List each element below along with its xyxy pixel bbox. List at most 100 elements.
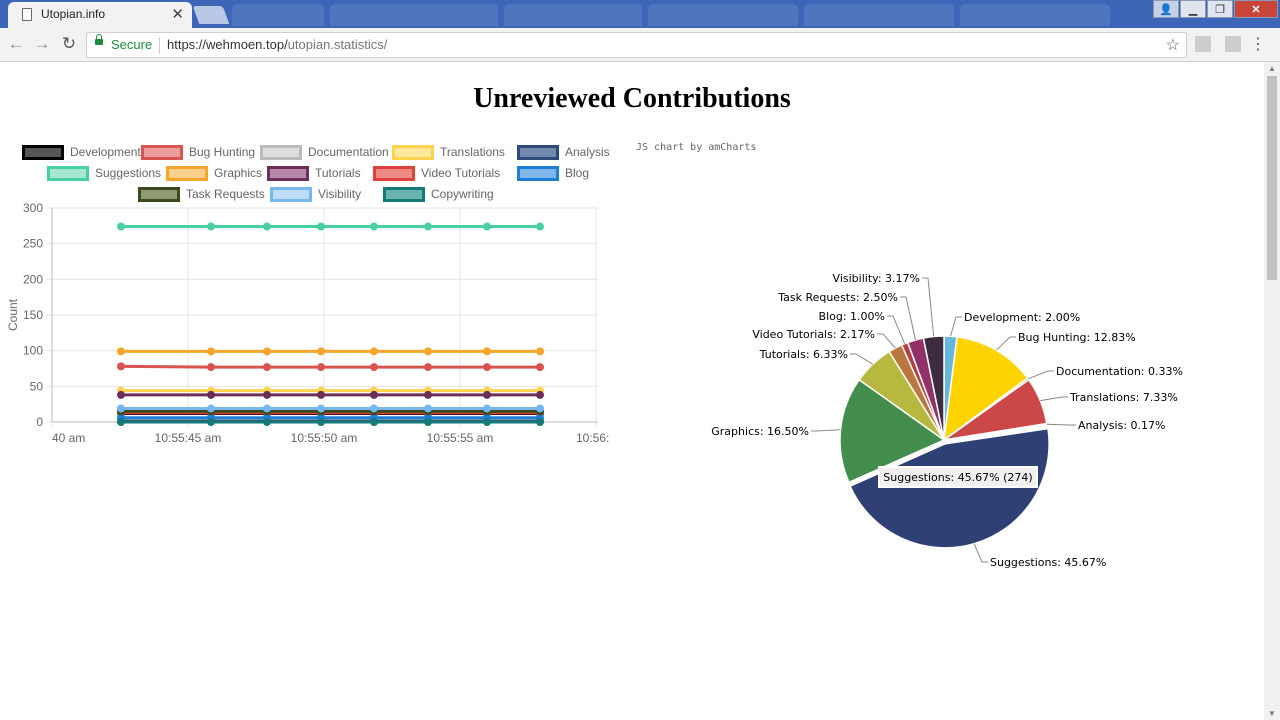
legend-item-copywriting[interactable]: Copywriting [383,187,494,203]
scroll-down-icon[interactable]: ▼ [1268,709,1276,718]
legend-item-blog[interactable]: Blog [517,166,590,182]
legend-item-video-tutorials[interactable]: Video Tutorials [373,166,500,182]
pie-slice-graphics[interactable] [839,378,946,484]
scrollbar[interactable]: ▲ ▼ [1264,62,1280,720]
background-tab[interactable] [804,4,954,26]
data-point-tutorials[interactable] [263,390,271,399]
data-point-graphics[interactable] [207,347,215,356]
back-arrow-icon[interactable]: ← [7,34,25,53]
data-point-copywriting[interactable] [317,418,325,426]
extension-icon[interactable] [1225,36,1241,52]
window-close-button[interactable]: ✕ [1234,0,1278,18]
scroll-up-icon[interactable]: ▲ [1268,64,1276,73]
amcharts-credit[interactable]: JS chart by amCharts [636,142,757,153]
data-point-visibility[interactable] [483,404,491,413]
user-icon[interactable]: 👤 [1153,0,1179,18]
address-bar[interactable]: Secure https://wehmoen.top/utopian.stati… [86,32,1187,58]
data-point-tutorials[interactable] [483,390,491,399]
data-point-visibility[interactable] [117,404,125,413]
reload-icon[interactable]: ↻ [61,34,77,53]
menu-icon[interactable]: ⋮ [1250,36,1266,53]
y-tick-label: 150 [23,308,43,322]
data-point-bug-hunting[interactable] [207,363,215,372]
legend-label: Blog [565,166,590,180]
data-point-visibility[interactable] [317,404,325,413]
url-text[interactable]: https://wehmoen.top/utopian.statistics/ [167,37,387,52]
legend-item-translations[interactable]: Translations [392,145,505,161]
legend-item-development[interactable]: Development [22,145,141,161]
tab-utopian-info[interactable]: Utopian.info ✕ [8,2,192,28]
pie-label-line [900,296,916,341]
legend-label: Suggestions [95,166,162,180]
data-point-copywriting[interactable] [263,418,271,426]
data-point-visibility[interactable] [424,404,432,413]
data-point-suggestions[interactable] [207,222,215,231]
background-tab[interactable] [232,4,324,26]
legend-item-task-requests[interactable]: Task Requests [138,187,265,203]
background-tab[interactable] [330,4,498,26]
data-point-copywriting[interactable] [424,418,432,426]
scroll-thumb[interactable] [1267,76,1277,280]
close-icon[interactable]: ✕ [171,6,184,23]
legend-item-visibility[interactable]: Visibility [270,187,361,203]
legend-item-bug-hunting[interactable]: Bug Hunting [141,145,255,161]
data-point-tutorials[interactable] [117,390,125,399]
data-point-tutorials[interactable] [370,390,378,399]
data-point-bug-hunting[interactable] [117,362,125,371]
legend-item-tutorials[interactable]: Tutorials [267,166,361,182]
pie-slice-analysis[interactable] [943,422,1048,441]
data-point-tutorials[interactable] [536,390,544,399]
legend-item-suggestions[interactable]: Suggestions [47,166,162,182]
data-point-bug-hunting[interactable] [424,363,432,372]
minimize-button[interactable]: ▁ [1180,0,1206,18]
data-point-bug-hunting[interactable] [483,363,491,372]
data-point-suggestions[interactable] [263,222,271,231]
data-point-visibility[interactable] [207,404,215,413]
data-point-copywriting[interactable] [370,418,378,426]
forward-arrow-icon[interactable]: → [33,34,51,53]
data-point-graphics[interactable] [370,347,378,356]
background-tab[interactable] [504,4,642,26]
data-point-copywriting[interactable] [536,418,544,426]
data-point-copywriting[interactable] [117,418,125,426]
pie-label-line [1027,370,1054,380]
legend-item-analysis[interactable]: Analysis [517,145,610,161]
data-point-suggestions[interactable] [370,222,378,231]
data-point-graphics[interactable] [263,347,271,356]
data-point-bug-hunting[interactable] [370,363,378,372]
legend-item-graphics[interactable]: Graphics [166,166,262,182]
data-point-suggestions[interactable] [424,222,432,231]
data-point-copywriting[interactable] [207,418,215,426]
data-point-suggestions[interactable] [483,222,491,231]
data-point-graphics[interactable] [117,347,125,356]
pie-label-task-requests: Task Requests: 2.50% [777,291,898,304]
data-point-tutorials[interactable] [207,390,215,399]
data-point-graphics[interactable] [483,347,491,356]
url-host: https://wehmoen.top/ [167,37,288,52]
background-tab[interactable] [648,4,798,26]
data-point-tutorials[interactable] [317,390,325,399]
new-tab-button[interactable] [192,6,230,24]
data-point-visibility[interactable] [263,404,271,413]
data-point-graphics[interactable] [536,347,544,356]
data-point-tutorials[interactable] [424,390,432,399]
data-point-suggestions[interactable] [536,222,544,231]
background-tab[interactable] [960,4,1110,26]
data-point-bug-hunting[interactable] [536,363,544,372]
extension-icon[interactable] [1195,36,1211,52]
maximize-button[interactable]: ❐ [1207,0,1233,18]
data-point-bug-hunting[interactable] [317,363,325,372]
pie-label-bug-hunting: Bug Hunting: 12.83% [1018,331,1136,344]
bookmark-star-icon[interactable]: ☆ [1165,37,1180,54]
legend-swatch [47,166,89,182]
data-point-suggestions[interactable] [117,222,125,231]
tab-strip: Utopian.info ✕ 👤 ▁ ❐ ✕ [0,0,1280,28]
legend-item-documentation[interactable]: Documentation [260,145,389,161]
data-point-visibility[interactable] [536,404,544,413]
data-point-copywriting[interactable] [483,418,491,426]
data-point-bug-hunting[interactable] [263,363,271,372]
data-point-visibility[interactable] [370,404,378,413]
data-point-graphics[interactable] [317,347,325,356]
data-point-suggestions[interactable] [317,222,325,231]
data-point-graphics[interactable] [424,347,432,356]
